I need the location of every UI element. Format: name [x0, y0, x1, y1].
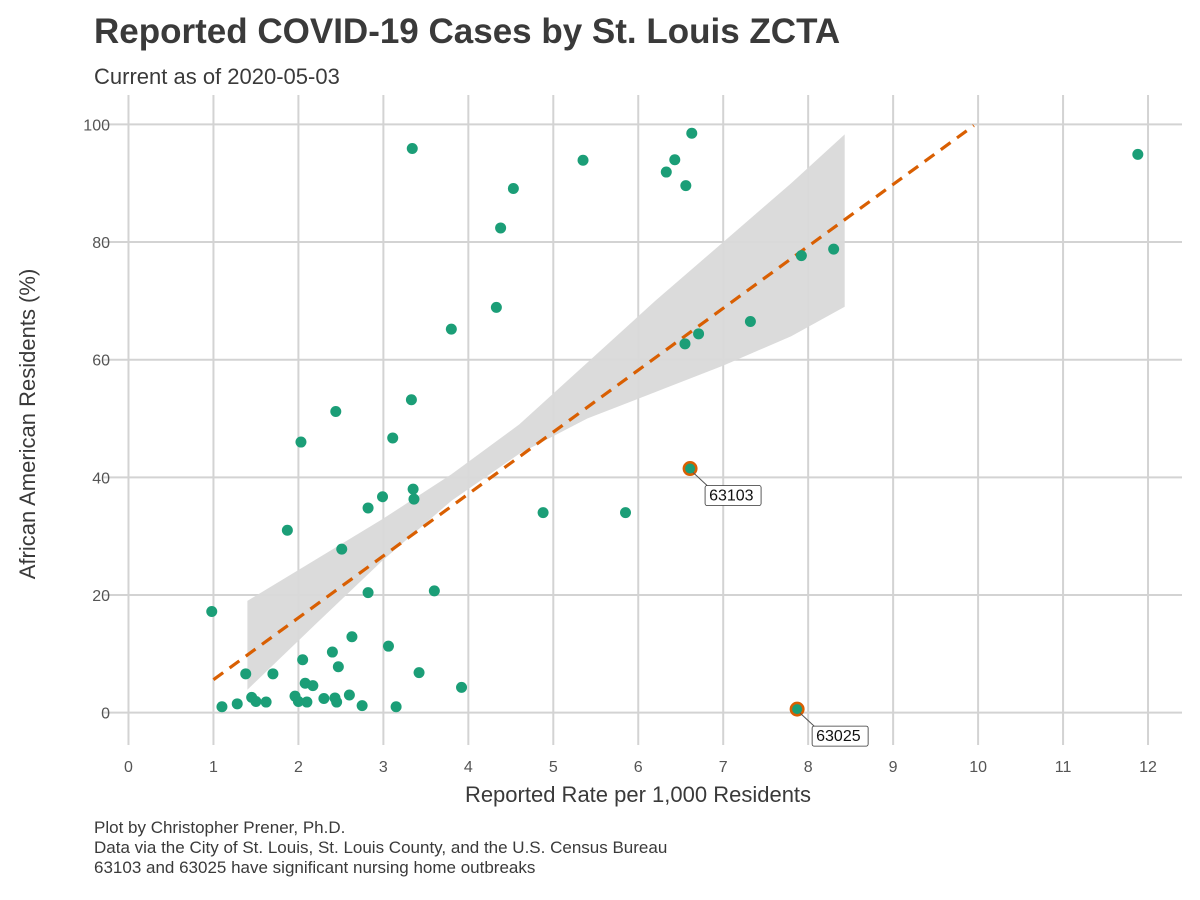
- confidence-band-layer: [247, 134, 845, 690]
- data-point: [301, 696, 313, 708]
- y-tick-label: 0: [101, 706, 110, 723]
- data-point: [445, 323, 457, 335]
- data-point: [216, 701, 228, 713]
- x-tick-label: 11: [1055, 759, 1072, 776]
- data-point: [318, 693, 330, 705]
- data-point: [292, 695, 304, 707]
- data-point: [295, 436, 307, 448]
- trend-line: [212, 124, 975, 681]
- data-point: [332, 661, 344, 673]
- zcta-label-box: [811, 725, 869, 747]
- data-point: [407, 483, 419, 495]
- data-point: [362, 502, 374, 514]
- y-tick-label: 40: [92, 470, 110, 487]
- confidence-band: [247, 134, 845, 690]
- caption-line: 63103 and 63025 have significant nursing…: [94, 858, 536, 877]
- highlighted-points: 63103 63025: [682, 461, 869, 747]
- data-point: [490, 301, 502, 313]
- chart-subtitle: Current as of 2020-05-03: [94, 64, 340, 89]
- data-point: [413, 667, 425, 679]
- zcta-label: 63025: [816, 728, 861, 745]
- data-point: [507, 183, 519, 195]
- data-point: [307, 680, 319, 692]
- x-tick-label: 6: [634, 759, 643, 776]
- trend-line-layer: [212, 124, 975, 681]
- data-point: [297, 654, 309, 666]
- data-point: [346, 631, 358, 643]
- x-tick-label: 12: [1139, 759, 1157, 776]
- zcta-label: 63103: [709, 488, 754, 505]
- data-point: [744, 315, 756, 327]
- highlight-point: [792, 704, 803, 715]
- x-tick-label: 4: [464, 759, 473, 776]
- zcta-label-box: [704, 485, 762, 506]
- caption: Plot by Christopher Prener, Ph.D. Data v…: [94, 818, 667, 878]
- data-point: [577, 154, 589, 166]
- data-point: [336, 543, 348, 555]
- data-point: [537, 507, 549, 519]
- x-axis-title: Reported Rate per 1,000 Residents: [465, 782, 811, 807]
- data-point: [281, 524, 293, 536]
- data-point: [406, 143, 418, 155]
- data-point: [206, 605, 218, 617]
- y-tick-label: 20: [92, 588, 110, 605]
- y-tick-label: 80: [92, 235, 110, 252]
- data-point: [405, 394, 417, 406]
- x-tick-label: 7: [719, 759, 728, 776]
- y-tick-label: 100: [83, 117, 110, 134]
- data-point: [231, 698, 243, 710]
- data-point: [408, 493, 420, 505]
- y-axis-ticks: 0 20 40 60 80 100: [83, 117, 110, 722]
- data-point: [428, 585, 440, 597]
- data-point: [343, 689, 355, 701]
- data-point: [387, 432, 399, 444]
- data-point: [250, 695, 262, 707]
- data-point: [693, 328, 705, 340]
- caption-line: Data via the City of St. Louis, St. Loui…: [94, 838, 668, 857]
- data-point: [686, 127, 698, 139]
- grid-lines: [103, 95, 1182, 745]
- data-point: [669, 154, 681, 166]
- data-point: [331, 696, 343, 708]
- data-point: [382, 640, 394, 652]
- data-point: [495, 222, 507, 234]
- x-tick-label: 8: [804, 759, 813, 776]
- x-tick-label: 3: [379, 759, 388, 776]
- data-point: [680, 180, 692, 192]
- data-point: [390, 701, 402, 713]
- data-point: [620, 507, 632, 519]
- data-point: [240, 668, 252, 680]
- x-tick-label: 2: [294, 759, 303, 776]
- data-point: [679, 338, 691, 350]
- data-point: [362, 587, 374, 599]
- x-tick-label: 10: [969, 759, 987, 776]
- x-tick-label: 0: [124, 759, 133, 776]
- x-tick-label: 5: [549, 759, 558, 776]
- data-point: [828, 243, 840, 255]
- label-leader: [799, 712, 815, 727]
- data-point: [267, 668, 279, 680]
- data-point: [330, 405, 342, 417]
- data-point: [326, 646, 338, 658]
- chart-title: Reported COVID-19 Cases by St. Louis ZCT…: [94, 12, 841, 51]
- data-point: [377, 491, 389, 503]
- caption-line: Plot by Christopher Prener, Ph.D.: [94, 818, 346, 837]
- x-tick-label: 1: [209, 759, 218, 776]
- highlight-point: [685, 463, 696, 474]
- y-tick-label: 60: [92, 353, 110, 370]
- data-point: [660, 166, 672, 178]
- data-point: [260, 696, 272, 708]
- data-point: [1132, 148, 1144, 160]
- x-axis-ticks: 0 1 2 3 4 5 6 7 8 9 10 11 12: [124, 759, 1157, 776]
- label-leader: [692, 472, 708, 486]
- data-points: [206, 127, 1144, 713]
- data-point: [356, 700, 368, 712]
- y-axis-title: African American Residents (%): [15, 269, 40, 580]
- data-point: [456, 681, 468, 693]
- data-point: [795, 250, 807, 262]
- x-tick-label: 9: [889, 759, 898, 776]
